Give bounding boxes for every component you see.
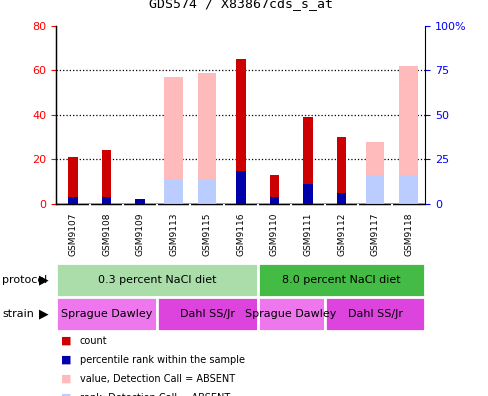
Text: GSM9108: GSM9108 (102, 213, 111, 256)
Text: value, Detection Call = ABSENT: value, Detection Call = ABSENT (80, 373, 234, 384)
Bar (336, 137, 346, 204)
Bar (365, 141, 384, 204)
Bar (399, 66, 417, 204)
Text: GSM9109: GSM9109 (135, 213, 144, 256)
Bar (164, 77, 183, 204)
Bar (198, 179, 216, 204)
Text: GDS574 / X83867cds_s_at: GDS574 / X83867cds_s_at (148, 0, 332, 10)
Bar (324, 297, 425, 331)
Bar (135, 200, 144, 204)
Bar (56, 297, 157, 331)
Bar (269, 197, 279, 204)
Text: 8.0 percent NaCl diet: 8.0 percent NaCl diet (282, 275, 400, 285)
Bar (365, 175, 384, 204)
Text: GSM9113: GSM9113 (169, 213, 178, 256)
Text: ▶: ▶ (39, 307, 49, 320)
Text: Sprague Dawley: Sprague Dawley (61, 309, 152, 319)
Bar (399, 175, 417, 204)
Text: GSM9107: GSM9107 (68, 213, 78, 256)
Text: GSM9112: GSM9112 (336, 213, 346, 256)
Text: Dahl SS/Jr: Dahl SS/Jr (180, 309, 234, 319)
Bar (102, 150, 111, 204)
Text: GSM9110: GSM9110 (269, 213, 278, 256)
Bar (236, 171, 245, 204)
Text: GSM9116: GSM9116 (236, 213, 245, 256)
Text: ■: ■ (61, 335, 71, 346)
Bar (56, 263, 257, 297)
Text: GSM9117: GSM9117 (370, 213, 379, 256)
Text: ■: ■ (61, 373, 71, 384)
Bar (102, 197, 111, 204)
Bar (157, 297, 257, 331)
Text: GSM9111: GSM9111 (303, 213, 312, 256)
Bar (68, 157, 78, 204)
Bar (257, 297, 324, 331)
Bar (269, 175, 279, 204)
Bar (135, 202, 144, 204)
Text: strain: strain (2, 309, 34, 319)
Text: percentile rank within the sample: percentile rank within the sample (80, 354, 244, 365)
Bar (198, 72, 216, 204)
Text: rank, Detection Call = ABSENT: rank, Detection Call = ABSENT (80, 392, 229, 396)
Bar (68, 197, 78, 204)
Text: ■: ■ (61, 354, 71, 365)
Text: GSM9115: GSM9115 (203, 213, 211, 256)
Text: count: count (80, 335, 107, 346)
Text: Dahl SS/Jr: Dahl SS/Jr (347, 309, 402, 319)
Bar (257, 263, 425, 297)
Bar (303, 184, 312, 204)
Bar (236, 59, 245, 204)
Bar (164, 179, 183, 204)
Text: ▶: ▶ (39, 274, 49, 287)
Bar (303, 117, 312, 204)
Text: ■: ■ (61, 392, 71, 396)
Text: Sprague Dawley: Sprague Dawley (245, 309, 336, 319)
Bar (336, 193, 346, 204)
Text: GSM9118: GSM9118 (403, 213, 412, 256)
Text: 0.3 percent NaCl diet: 0.3 percent NaCl diet (98, 275, 216, 285)
Text: protocol: protocol (2, 275, 48, 285)
